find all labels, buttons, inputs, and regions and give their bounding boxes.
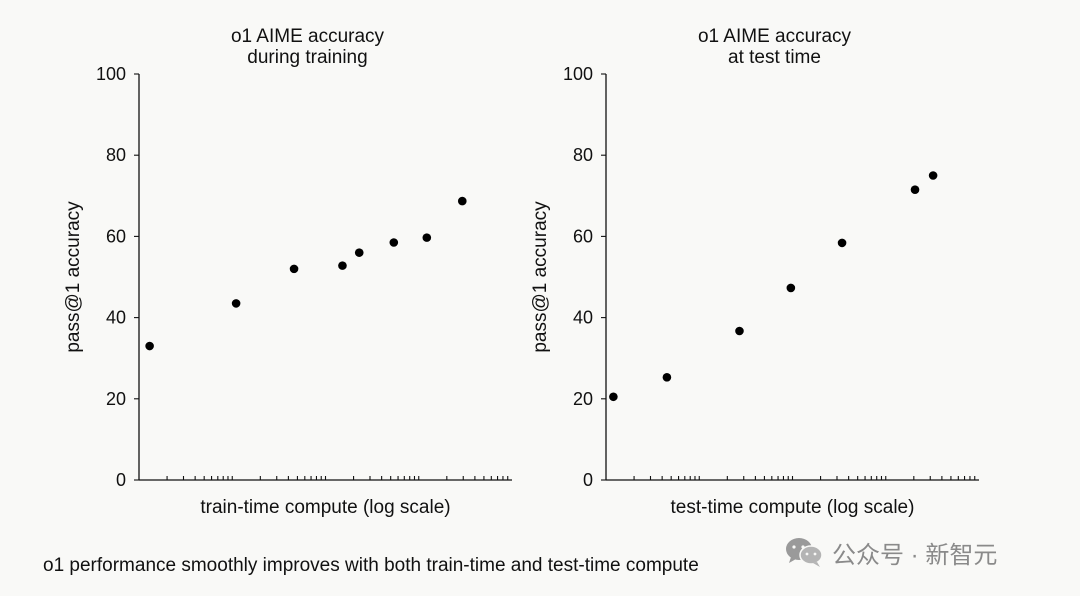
data-point [662,372,672,382]
y-axis-label: pass@1 accuracy [530,201,551,353]
y-tick-label: 40 [106,308,126,328]
watermark-text: 公众号 · 新智元 [832,541,998,569]
chart-title-line: at test time [728,47,821,68]
data-point [231,299,241,308]
data-point [354,248,364,257]
y-tick-label: 60 [106,226,126,246]
data-point [837,238,847,248]
y-tick-label: 100 [563,64,593,84]
y-tick-label: 80 [573,145,593,165]
y-axis-label: pass@1 accuracy [63,201,84,353]
data-point [389,238,399,247]
y-tick-label: 20 [573,389,593,409]
data-point [145,341,154,351]
y-tick-label: 40 [573,308,593,328]
chart-title-line: during training [247,47,367,68]
data-point [735,326,744,336]
figure-caption: o1 performance smoothly improves with bo… [43,555,699,576]
y-tick-label: 0 [116,470,126,490]
x-axis-label: train-time compute (log scale) [200,497,450,518]
y-tick-label: 20 [106,389,126,409]
y-tick-label: 100 [96,64,126,84]
y-tick-label: 80 [106,145,126,165]
data-point [338,261,347,270]
chart-title-line: o1 AIME accuracy [231,26,385,47]
data-point [457,196,467,206]
wechat-icon [786,538,823,567]
data-point [609,392,618,402]
chart-title-line: o1 AIME accuracy [698,26,852,47]
data-point [786,283,796,293]
data-point [910,185,920,195]
data-point [928,171,938,180]
data-point [289,264,299,274]
data-point [422,233,432,242]
y-tick-label: 0 [583,470,593,490]
watermark: 公众号 · 新智元 [784,534,997,570]
x-axis-label: test-time compute (log scale) [671,497,915,518]
y-tick-label: 60 [573,226,593,246]
